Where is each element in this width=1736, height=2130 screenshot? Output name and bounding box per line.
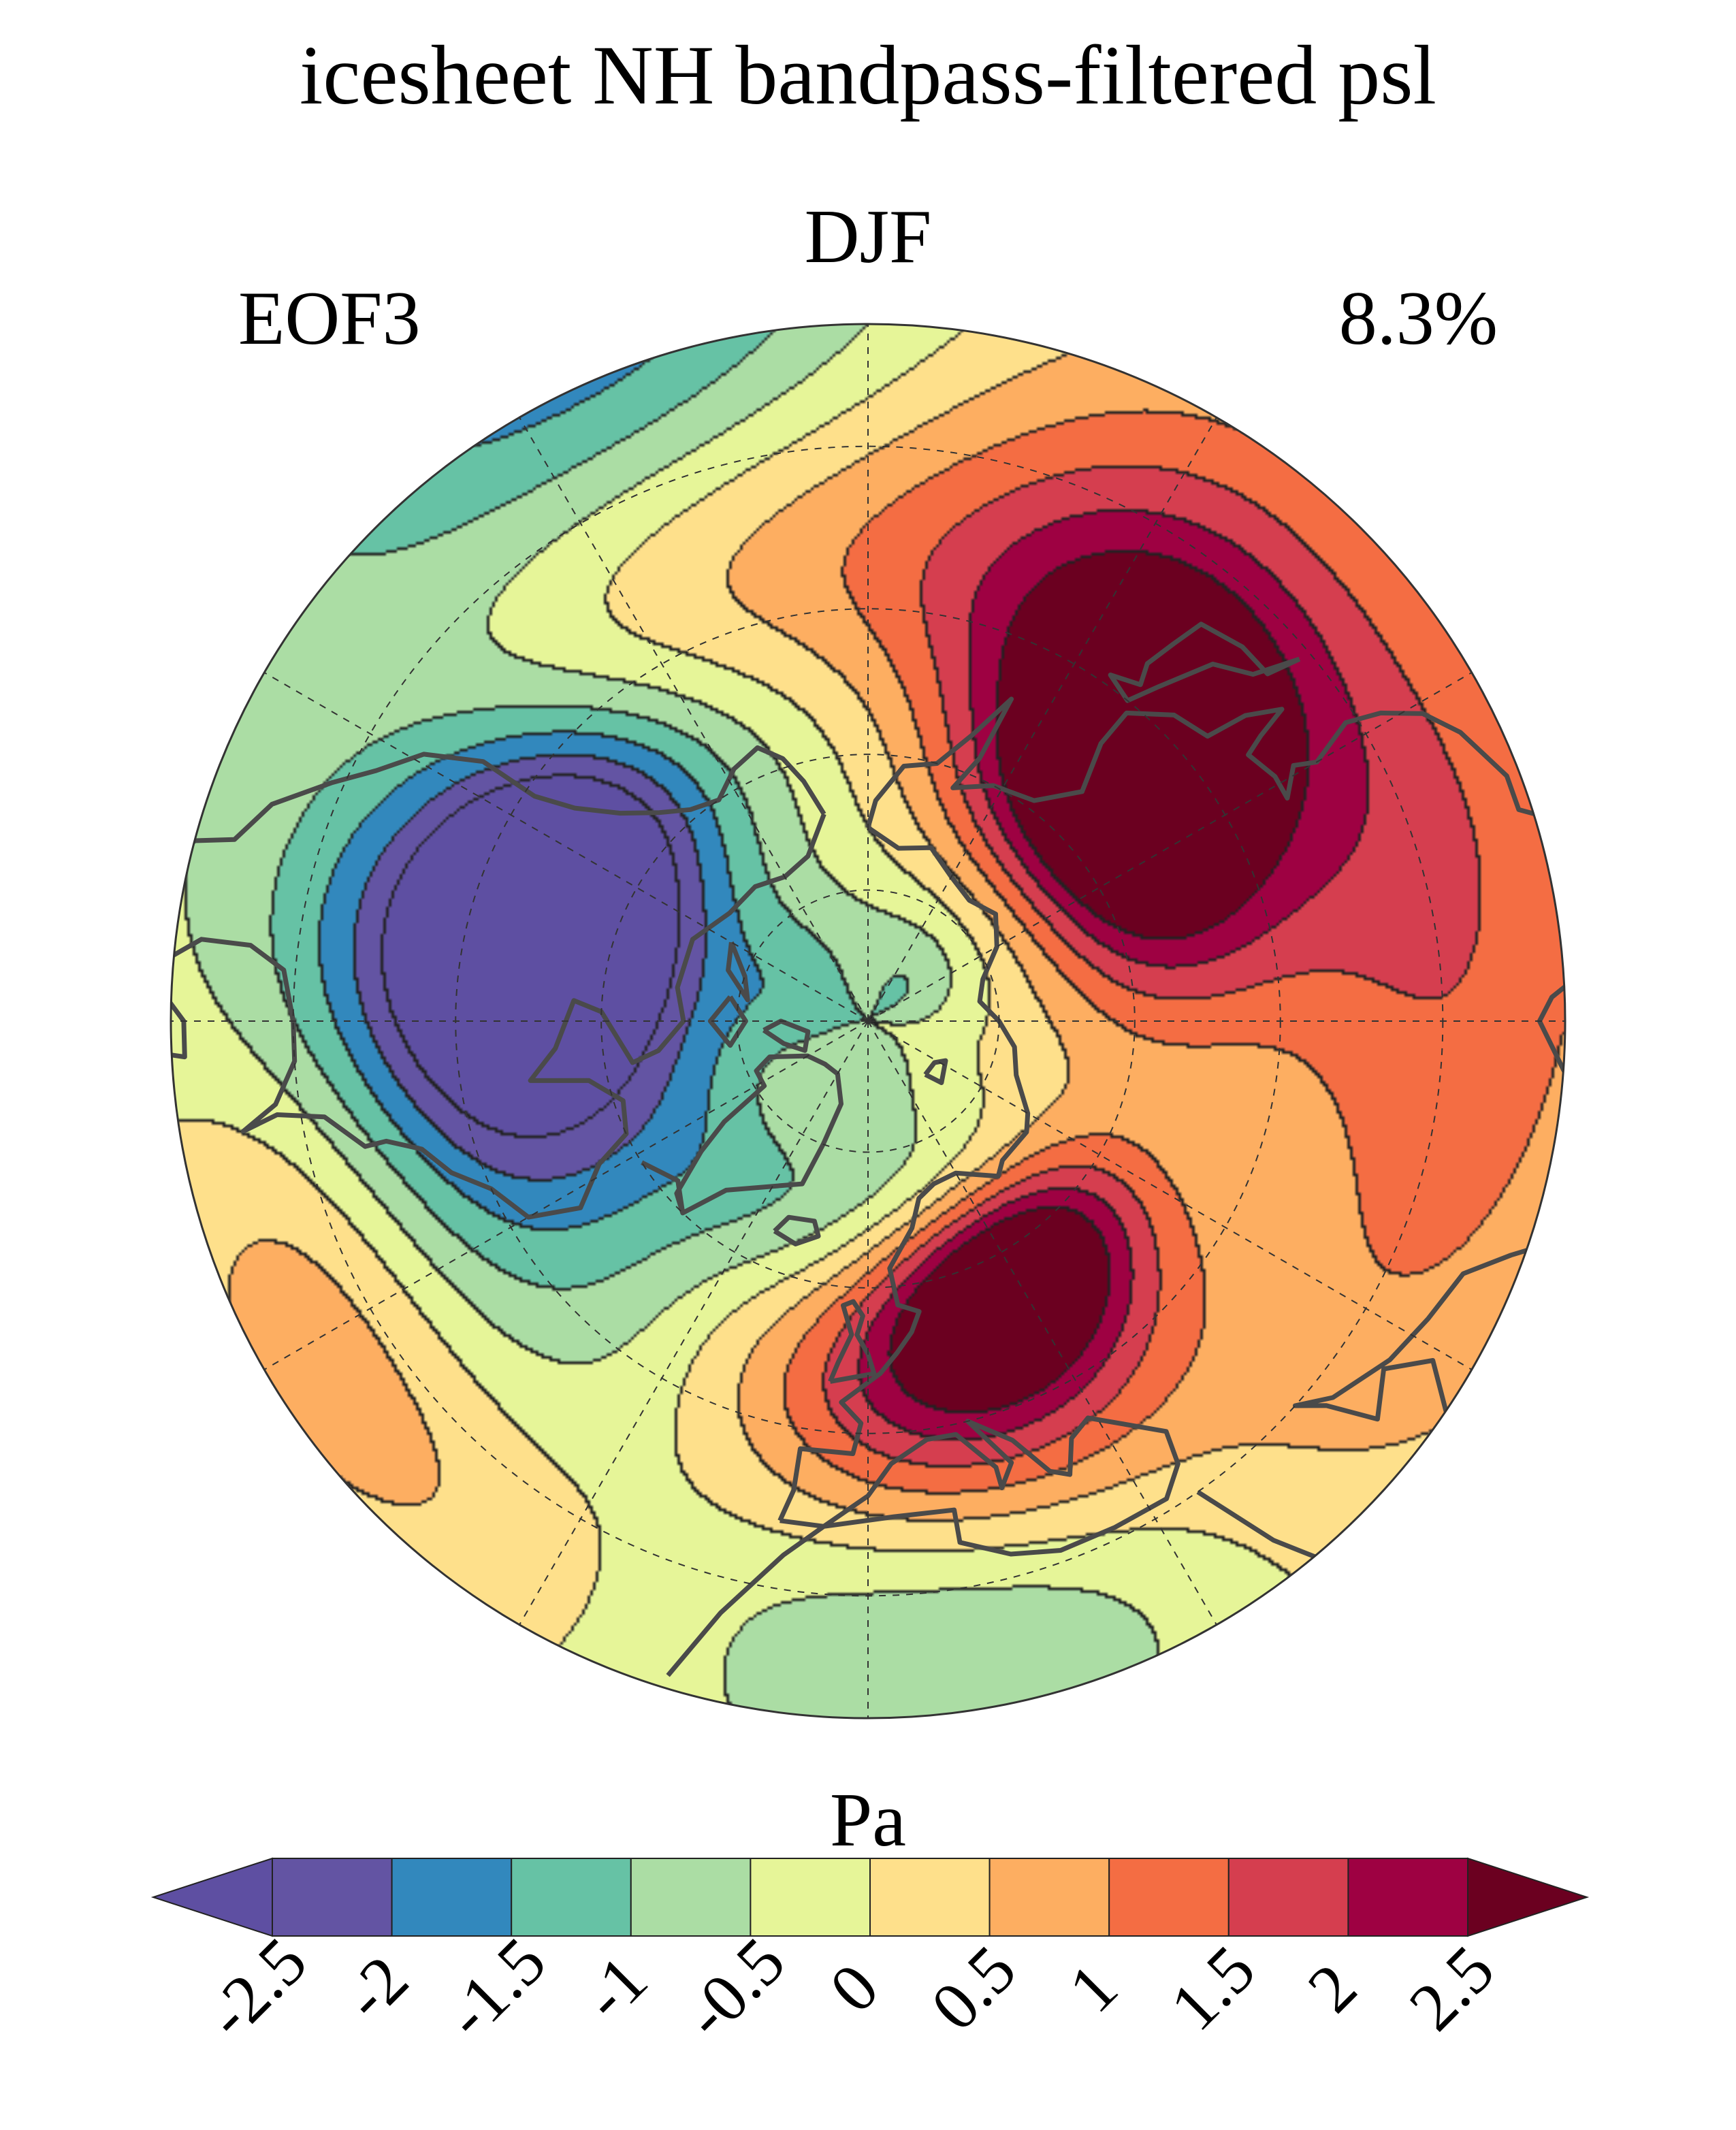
colorbar-tick-label: 1.5 <box>1156 1931 1270 2045</box>
figure-title: icesheet NH bandpass-filtered psl <box>299 29 1436 122</box>
colorbar-tick-label: 2 <box>1293 1949 1371 2027</box>
coastline <box>828 1299 877 1384</box>
coastline <box>726 941 750 1003</box>
colorbar-segment <box>272 1858 393 1937</box>
coastline <box>1108 622 1301 703</box>
colorbar-segment <box>869 1858 991 1937</box>
season-label: DJF <box>804 195 932 279</box>
coastline <box>641 1053 843 1216</box>
coastline <box>865 696 1565 828</box>
coastline <box>777 825 1031 1522</box>
coastline <box>923 1058 948 1085</box>
colorbar-tick-label: -0.5 <box>669 1923 799 2052</box>
colorbar-segment <box>391 1858 513 1937</box>
coastline <box>171 745 826 1127</box>
colorbar-extend-min <box>150 1857 273 1937</box>
map-boundary <box>170 323 1566 1720</box>
polar-map <box>170 323 1566 1720</box>
colorbar-segment <box>511 1858 632 1937</box>
colorbar-segment <box>1347 1858 1469 1937</box>
colorbar-tick-label: -1.5 <box>430 1923 560 2052</box>
colorbar-tick-label: -1 <box>568 1941 661 2035</box>
variance-label: 8.3% <box>1338 276 1498 361</box>
colorbar-segment <box>1108 1858 1229 1937</box>
colorbar-tick-label: 0 <box>815 1949 893 2027</box>
coastline <box>773 1214 821 1246</box>
coastlines <box>171 622 1565 1677</box>
colorbar-tick-label: 1 <box>1055 1949 1132 2027</box>
colorbar-extend-max <box>1467 1857 1590 1937</box>
colorbar-segment <box>988 1858 1110 1937</box>
colorbar-tick-label: -2 <box>329 1941 422 2035</box>
latitude-gridline <box>736 889 1000 1153</box>
colorbar-segment <box>750 1858 871 1937</box>
coastline <box>707 995 748 1048</box>
colorbar-segment <box>630 1858 752 1937</box>
coastline <box>762 1018 811 1053</box>
colorbar-tick-label: -2.5 <box>191 1923 321 2052</box>
latitude-gridline <box>600 754 1136 1289</box>
map-gridlines <box>171 324 1565 1718</box>
colorbar-segment <box>1227 1858 1349 1937</box>
colorbar-tick-label: 2.5 <box>1395 1931 1509 2045</box>
coastline <box>666 1415 1180 1677</box>
colorbar-tick-label: 0.5 <box>916 1931 1030 2045</box>
eof-label: EOF3 <box>238 276 421 361</box>
colorbar-units: Pa <box>830 1778 906 1862</box>
colorbar: -2.5 -2 -1.5 -1 -0.5 0 0.5 1 1.5 2 2.5 <box>150 1857 1590 2053</box>
